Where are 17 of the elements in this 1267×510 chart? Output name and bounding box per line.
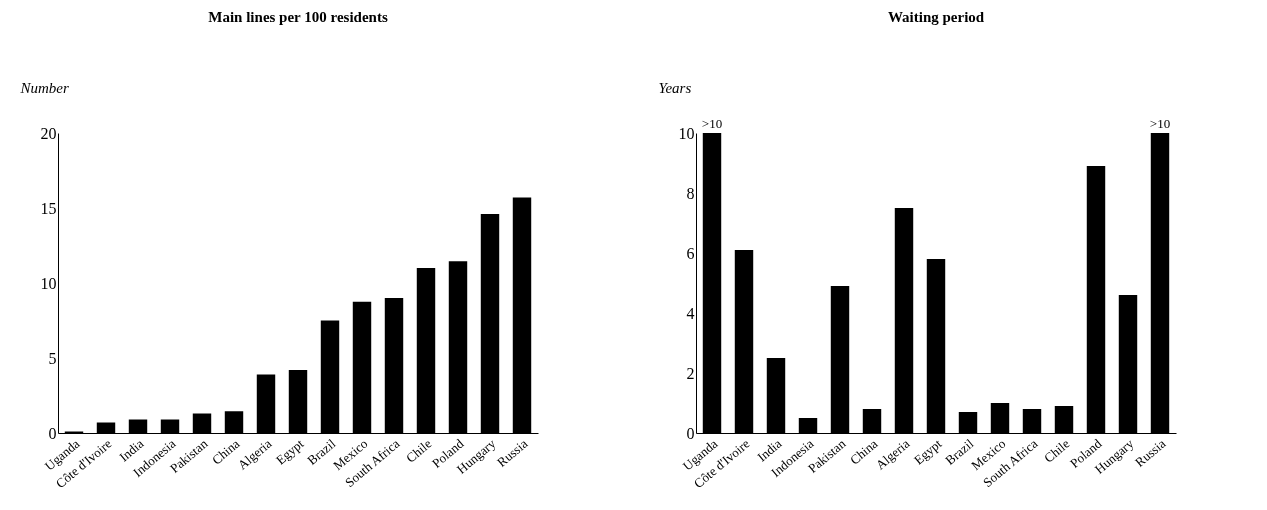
y-tick-label: 10 bbox=[678, 124, 695, 142]
data-label: >10 bbox=[1149, 116, 1171, 131]
y-tick-label: 6 bbox=[686, 244, 695, 262]
y-tick-label: 15 bbox=[40, 199, 57, 217]
chart-title: Waiting period bbox=[887, 9, 985, 25]
y-tick-label: 20 bbox=[40, 124, 57, 142]
y-tick-label: 10 bbox=[40, 274, 57, 292]
y-tick-label: 0 bbox=[686, 424, 695, 442]
y-tick-label: 0 bbox=[48, 424, 57, 442]
chart-title: Main lines per 100 residents bbox=[208, 9, 388, 25]
y-axis-title: Years bbox=[658, 79, 692, 96]
y-tick-label: 8 bbox=[686, 184, 695, 202]
y-tick-label: 4 bbox=[686, 304, 695, 322]
y-tick-label: 5 bbox=[48, 349, 57, 367]
y-axis-title: Number bbox=[19, 79, 69, 96]
y-tick-label: 2 bbox=[686, 364, 695, 382]
data-label: >10 bbox=[701, 116, 723, 131]
